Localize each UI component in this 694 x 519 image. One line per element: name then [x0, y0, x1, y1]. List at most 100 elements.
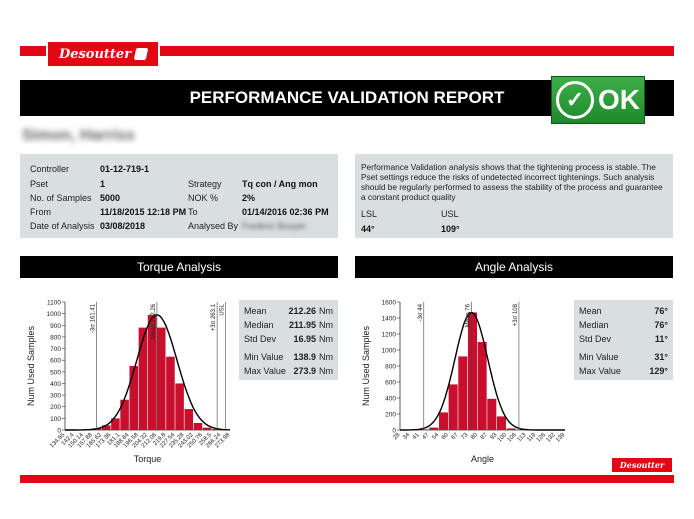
- torque-std-value: 16.95: [293, 334, 316, 344]
- angle-median-label: Median: [579, 320, 609, 330]
- torque-max-label: Max Value: [244, 366, 286, 376]
- histogram-bar: [166, 356, 175, 430]
- strategy-label: Strategy: [188, 179, 222, 189]
- histogram-bar: [429, 427, 439, 430]
- histogram-bar: [193, 423, 203, 430]
- x-tick-label: 126: [536, 432, 548, 444]
- torque-mean-label: Mean: [244, 306, 267, 316]
- y-tick-label: 400: [50, 381, 61, 388]
- torque-std-label: Std Dev: [244, 334, 277, 344]
- histogram-bar: [496, 416, 506, 430]
- footer-logo-text: Desoutter: [619, 460, 665, 470]
- histogram-bar: [156, 327, 166, 430]
- y-tick-label: 1000: [47, 311, 62, 318]
- histogram-bar: [184, 409, 194, 430]
- x-axis-label: Angle: [471, 454, 494, 464]
- analysed-by-value: Frederic Bouyer: [242, 221, 307, 231]
- analysis-date-value: 03/08/2018: [100, 221, 146, 231]
- y-tick-label: 1400: [382, 316, 397, 323]
- lsl-label: LSL: [361, 209, 378, 219]
- y-tick-label: 700: [50, 346, 61, 353]
- samples-value: 5000: [100, 193, 121, 203]
- x-tick-label: 100: [497, 432, 509, 444]
- x-tick-label: 80: [470, 432, 479, 441]
- histogram-bar: [487, 398, 497, 430]
- info-panel: Controller 01-12-719-1 Pset 1 No. of Sam…: [20, 154, 338, 238]
- torque-std-unit: Nm: [319, 334, 333, 344]
- torque-max-unit: Nm: [319, 366, 333, 376]
- x-tick-label: 60: [441, 432, 450, 441]
- histogram-bar: [175, 383, 184, 430]
- histogram-bar: [477, 342, 487, 430]
- torque-mean-value: 212.26: [288, 306, 316, 316]
- y-axis-label: Num Used Samples: [361, 325, 371, 406]
- normal-curve: [400, 311, 565, 431]
- x-tick-label: 119: [526, 432, 537, 443]
- ok-badge: ✓ OK: [551, 76, 645, 124]
- ok-label: OK: [598, 84, 640, 115]
- analysis-date-label: Date of Analysis: [30, 221, 95, 231]
- x-tick-label: 54: [431, 432, 440, 441]
- pset-value: 1: [100, 179, 106, 189]
- x-tick-label: 132: [545, 432, 557, 444]
- histogram-bar: [448, 384, 458, 430]
- to-label: To: [188, 207, 198, 217]
- reference-line-label: +3σ 108: [513, 303, 519, 326]
- normal-curve: [65, 314, 230, 431]
- y-tick-label: 1000: [382, 348, 397, 355]
- x-tick-label: 106: [507, 432, 519, 444]
- x-tick-label: 93: [490, 432, 499, 441]
- to-value: 01/14/2016 02:36 PM: [242, 207, 329, 217]
- torque-min-label: Min Value: [244, 352, 284, 362]
- y-tick-label: 200: [385, 412, 396, 419]
- y-tick-label: 400: [385, 396, 396, 403]
- histogram-bar: [147, 314, 157, 430]
- angle-min-label: Min Value: [579, 352, 619, 362]
- torque-median-value: 211.95: [288, 320, 316, 330]
- angle-min-value: 31°: [654, 352, 668, 362]
- angle-mean-label: Mean: [579, 306, 602, 316]
- samples-label: No. of Samples: [30, 193, 92, 203]
- x-tick-label: 67: [451, 432, 460, 441]
- brand-logo-text: Desoutter: [58, 46, 132, 62]
- histogram-bar: [101, 425, 111, 430]
- y-tick-label: 500: [50, 369, 61, 376]
- y-axis-label: Num Used Samples: [26, 325, 36, 406]
- angle-histogram: 0 200 400 600 800 1000 1200 1400 1600 -3σ 44 Mean …: [361, 300, 567, 465]
- torque-median-unit: Nm: [319, 320, 333, 330]
- x-tick-label: 139: [555, 432, 567, 444]
- analysed-by-label: Analysed By: [188, 221, 239, 231]
- footer-logo: Desoutter: [612, 458, 672, 472]
- strategy-value: Tq con / Ang mon: [242, 179, 318, 189]
- nok-value: 2%: [242, 193, 256, 203]
- torque-stats-panel: Mean 212.26 Nm Median 211.95 Nm Std Dev …: [239, 300, 338, 380]
- angle-max-label: Max Value: [579, 366, 621, 376]
- nok-label: NOK %: [188, 193, 219, 203]
- pset-label: Pset: [30, 179, 49, 189]
- torque-max-value: 273.9: [293, 366, 316, 376]
- x-tick-label: 47: [422, 432, 431, 441]
- histogram-bar: [458, 356, 468, 430]
- controller-value: 01-12-719-1: [100, 164, 150, 174]
- torque-section-header: Torque Analysis: [20, 256, 338, 278]
- y-tick-label: 600: [50, 358, 61, 365]
- y-tick-label: 800: [385, 364, 396, 371]
- y-tick-label: 1200: [382, 332, 397, 339]
- usl-label: USL: [441, 209, 459, 219]
- horse-logo-icon: [133, 48, 149, 60]
- y-tick-label: 0: [57, 428, 61, 435]
- x-tick-label: 113: [517, 432, 528, 443]
- histogram-bar: [111, 418, 120, 430]
- from-label: From: [30, 207, 51, 217]
- top-red-bar: [20, 46, 674, 56]
- x-tick-label: 41: [412, 432, 421, 441]
- histogram-bar: [120, 399, 129, 430]
- torque-mean-unit: Nm: [319, 306, 333, 316]
- y-tick-label: 1600: [382, 300, 397, 307]
- x-tick-label: 34: [402, 432, 411, 441]
- x-tick-label: 73: [460, 432, 469, 441]
- reference-line-label: Mean 76: [465, 303, 471, 327]
- reference-line-label: Mean 212.26: [151, 303, 157, 339]
- controller-label: Controller: [30, 164, 70, 174]
- from-value: 11/18/2015 12:18 PM: [100, 207, 187, 217]
